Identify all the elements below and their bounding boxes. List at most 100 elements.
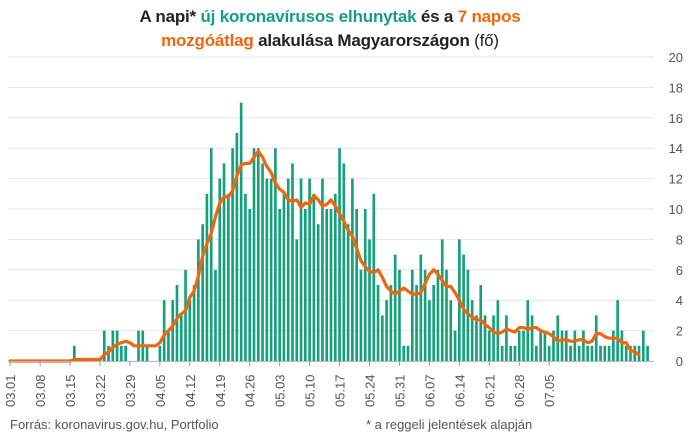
x-tick-label: 05.03 <box>273 374 288 407</box>
moving-average-series <box>8 149 641 363</box>
bar <box>573 330 577 361</box>
bar <box>171 300 175 361</box>
x-tick-label: 06.14 <box>452 374 467 407</box>
bar <box>500 345 504 361</box>
x-tick-label: 03.29 <box>123 374 138 407</box>
bar <box>248 209 252 361</box>
bar <box>543 330 547 361</box>
bar <box>333 193 337 361</box>
bar <box>582 330 585 361</box>
bar <box>560 330 564 361</box>
bar <box>479 285 483 361</box>
y-tick-label: 8 <box>676 232 683 247</box>
bar <box>291 163 294 361</box>
title-and: és a <box>416 7 458 26</box>
bar <box>436 269 440 361</box>
y-tick-label: 4 <box>676 293 683 308</box>
x-tick-label: 04.12 <box>183 374 198 407</box>
bar <box>453 330 457 361</box>
x-tick-label: 06.28 <box>512 374 527 407</box>
bar <box>616 300 619 361</box>
title-moving-average-label: mozgóátlag <box>161 31 254 50</box>
bar <box>197 239 200 361</box>
bar <box>205 193 209 361</box>
y-tick-label: 2 <box>676 324 683 339</box>
bar <box>612 330 615 361</box>
bar <box>398 269 401 361</box>
bar <box>372 193 376 361</box>
y-tick-label: 18 <box>669 80 683 95</box>
y-tick-label: 6 <box>676 263 683 278</box>
bar <box>376 285 380 361</box>
bar <box>535 345 538 361</box>
bar <box>145 345 149 361</box>
bar <box>389 285 393 361</box>
bar <box>269 178 273 361</box>
bar <box>261 163 264 361</box>
bar <box>505 315 508 361</box>
bar <box>312 193 316 361</box>
bar <box>201 224 204 361</box>
bar <box>564 330 568 361</box>
y-axis: 0 2 4 6 8 10 12 14 16 18 20 <box>669 50 683 369</box>
bar <box>569 345 572 361</box>
bar <box>363 209 367 361</box>
bar <box>162 300 166 361</box>
x-tick-label: 03.08 <box>33 374 48 407</box>
bar <box>646 345 649 361</box>
title-country: alakulása Magyarországon <box>253 31 470 50</box>
moving-average-line <box>8 149 641 363</box>
bar <box>316 224 320 361</box>
bar <box>470 300 474 361</box>
bar <box>274 148 277 361</box>
x-tick-label: 04.05 <box>153 374 168 407</box>
y-tick-label: 12 <box>669 172 683 187</box>
bar <box>235 133 239 361</box>
x-tick-label: 04.26 <box>243 374 258 407</box>
bar <box>624 345 628 361</box>
bar <box>72 345 76 361</box>
bar <box>415 285 418 361</box>
y-tick-label: 10 <box>669 202 683 217</box>
bar <box>192 285 196 361</box>
bar <box>239 102 243 361</box>
bar <box>359 269 363 361</box>
bar <box>577 345 581 361</box>
bar <box>539 330 542 361</box>
x-tick-label: 05.10 <box>303 374 318 407</box>
bar <box>282 193 286 361</box>
bar <box>603 345 607 361</box>
bar <box>231 148 234 361</box>
x-tick-label: 05.24 <box>363 374 378 407</box>
bar <box>449 300 453 361</box>
bar <box>440 239 444 361</box>
bar <box>227 193 230 361</box>
y-tick-label: 20 <box>669 50 683 65</box>
bar <box>329 209 333 361</box>
title-prefix: A napi* <box>139 7 201 26</box>
bar <box>368 239 371 361</box>
x-tick-label: 03.01 <box>3 374 18 407</box>
bar <box>256 148 260 361</box>
bar <box>590 345 594 361</box>
bar <box>530 315 534 361</box>
bar <box>214 269 217 361</box>
bar <box>158 345 162 361</box>
x-tick-label: 06.07 <box>422 374 437 407</box>
bar <box>265 178 269 361</box>
bar <box>629 345 632 361</box>
bar <box>410 269 414 361</box>
bar <box>607 345 611 361</box>
bar <box>167 330 170 361</box>
bar <box>385 300 388 361</box>
bar <box>483 315 487 361</box>
bar <box>209 148 213 361</box>
bar <box>586 345 590 361</box>
bar <box>556 315 560 361</box>
bar <box>222 163 226 361</box>
bar <box>419 254 423 361</box>
bar <box>120 345 123 361</box>
x-tick-label: 03.15 <box>63 374 78 407</box>
bar <box>299 178 303 361</box>
